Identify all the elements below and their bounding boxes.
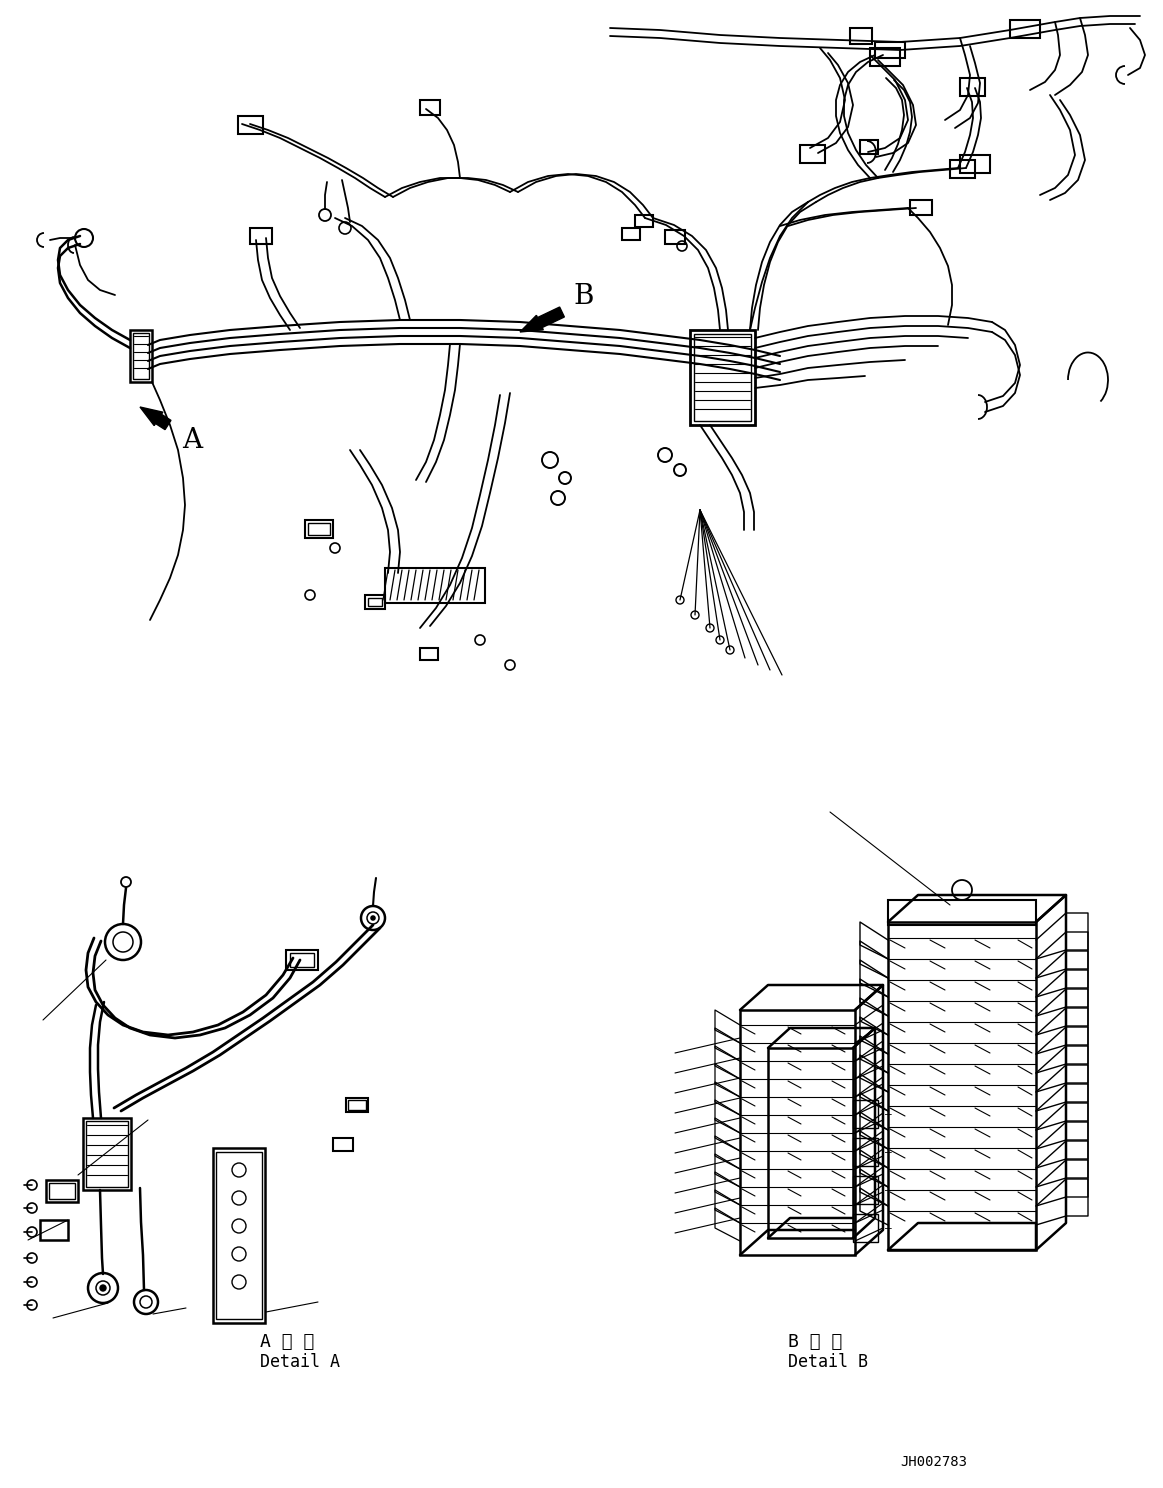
Bar xyxy=(368,598,381,606)
Bar xyxy=(959,77,985,97)
Bar xyxy=(635,214,652,228)
Bar xyxy=(420,647,438,661)
Text: JH002783: JH002783 xyxy=(900,1455,966,1469)
Bar xyxy=(305,519,333,539)
Bar xyxy=(852,1138,878,1167)
Bar xyxy=(347,1098,368,1112)
Bar xyxy=(86,1120,128,1187)
Text: —: — xyxy=(885,1147,892,1158)
Bar xyxy=(875,42,905,58)
Bar xyxy=(216,1152,262,1318)
Text: —: — xyxy=(885,1184,892,1195)
Bar xyxy=(768,1048,852,1238)
Bar xyxy=(133,333,149,379)
Bar xyxy=(348,1100,366,1110)
Bar xyxy=(909,199,932,214)
Bar xyxy=(959,155,990,173)
Bar xyxy=(40,1220,67,1240)
Bar xyxy=(665,231,685,244)
Bar xyxy=(859,140,878,153)
Circle shape xyxy=(100,1286,106,1292)
Bar xyxy=(250,228,272,244)
Text: Detail B: Detail B xyxy=(789,1353,868,1370)
Bar xyxy=(870,48,900,65)
Text: B: B xyxy=(573,283,593,310)
Text: Detail A: Detail A xyxy=(261,1353,340,1370)
Bar xyxy=(333,1138,354,1152)
Bar xyxy=(740,1010,855,1254)
FancyArrow shape xyxy=(140,408,171,430)
Bar xyxy=(365,595,385,609)
Bar xyxy=(622,228,640,240)
Bar xyxy=(290,952,314,967)
Bar xyxy=(852,1214,878,1242)
Bar xyxy=(889,923,1036,1250)
Bar xyxy=(49,1183,74,1199)
Bar xyxy=(800,144,825,164)
Bar xyxy=(286,949,317,970)
Circle shape xyxy=(371,917,374,920)
Bar xyxy=(47,1180,78,1202)
Text: A 詳 細: A 詳 細 xyxy=(261,1333,314,1351)
Text: A: A xyxy=(181,427,202,454)
Bar xyxy=(850,28,872,45)
Bar xyxy=(238,116,263,134)
Bar xyxy=(130,330,152,382)
Bar xyxy=(1009,19,1040,39)
Text: —: — xyxy=(885,1223,892,1234)
Bar xyxy=(852,1176,878,1204)
Bar xyxy=(213,1149,265,1323)
FancyArrow shape xyxy=(520,307,564,332)
Text: B 詳 細: B 詳 細 xyxy=(789,1333,842,1351)
Bar xyxy=(83,1117,131,1190)
Bar xyxy=(694,333,751,421)
Text: —: — xyxy=(885,1109,892,1119)
Bar xyxy=(308,522,330,536)
Bar xyxy=(385,568,485,603)
Bar xyxy=(950,161,975,179)
Bar xyxy=(852,1100,878,1128)
Bar xyxy=(420,100,440,115)
Bar xyxy=(690,330,755,426)
Bar xyxy=(889,900,1036,926)
